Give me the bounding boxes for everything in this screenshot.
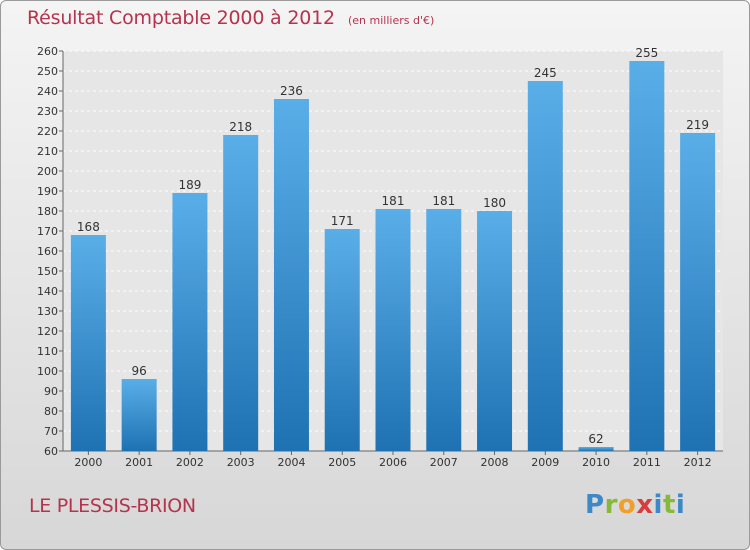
y-tick-label: 200	[37, 165, 58, 178]
chart-subtitle: (en milliers d'€)	[347, 14, 435, 27]
y-tick-label: 220	[37, 125, 58, 138]
y-tick-label: 110	[37, 345, 58, 358]
y-tick-label: 160	[37, 245, 58, 258]
x-tick-label: 2011	[633, 456, 661, 469]
bar	[121, 379, 157, 451]
y-tick-label: 80	[44, 405, 58, 418]
y-tick-label: 230	[37, 105, 58, 118]
bar	[70, 235, 106, 451]
x-tick-label: 2003	[227, 456, 255, 469]
data-label: 245	[534, 66, 557, 80]
x-tick-label: 2004	[277, 456, 305, 469]
bar	[527, 81, 563, 451]
y-tick-label: 90	[44, 385, 58, 398]
y-tick-label: 190	[37, 185, 58, 198]
y-tick-label: 120	[37, 325, 58, 338]
data-label: 96	[132, 364, 147, 378]
data-label: 255	[635, 46, 658, 60]
x-tick-label: 2012	[684, 456, 712, 469]
data-label: 189	[178, 178, 201, 192]
x-tick-label: 2009	[531, 456, 559, 469]
x-tick-label: 2008	[481, 456, 509, 469]
y-tick-label: 100	[37, 365, 58, 378]
proxiti-logo: Proxiti	[585, 490, 685, 520]
y-tick-label: 140	[37, 285, 58, 298]
bar	[477, 211, 513, 451]
x-tick-label: 2006	[379, 456, 407, 469]
logo-letter: r	[604, 490, 618, 520]
logo-letter: x	[636, 490, 654, 520]
logo-letter: t	[662, 490, 676, 520]
bar	[273, 99, 309, 451]
data-label: 171	[331, 214, 354, 228]
logo-letter: o	[617, 490, 637, 520]
logo-letter: i	[653, 490, 663, 520]
data-label: 181	[432, 194, 455, 208]
chart-title: Résultat Comptable 2000 à 2012	[27, 7, 335, 29]
bar	[375, 209, 411, 451]
data-label: 181	[382, 194, 405, 208]
bar	[578, 447, 614, 451]
chart-header: Résultat Comptable 2000 à 2012 (en milli…	[27, 7, 434, 29]
data-label: 62	[588, 432, 603, 446]
x-tick-label: 2007	[430, 456, 458, 469]
bar	[223, 135, 259, 451]
logo-letter: P	[585, 490, 605, 520]
y-tick-label: 260	[37, 45, 58, 58]
y-tick-label: 170	[37, 225, 58, 238]
data-label: 236	[280, 84, 303, 98]
y-tick-label: 210	[37, 145, 58, 158]
data-label: 219	[686, 118, 709, 132]
logo-letter: i	[675, 490, 686, 520]
y-tick-label: 70	[44, 425, 58, 438]
y-tick-label: 150	[37, 265, 58, 278]
y-tick-label: 180	[37, 205, 58, 218]
x-tick-label: 2005	[328, 456, 356, 469]
bar	[629, 61, 665, 451]
y-tick-label: 240	[37, 85, 58, 98]
x-tick-label: 2010	[582, 456, 610, 469]
y-tick-label: 60	[44, 445, 58, 458]
data-label: 168	[77, 220, 100, 234]
bar	[680, 133, 716, 451]
data-label: 180	[483, 196, 506, 210]
location-label: LE PLESSIS-BRION	[29, 495, 196, 517]
data-label: 218	[229, 120, 252, 134]
bar	[426, 209, 462, 451]
y-tick-label: 130	[37, 305, 58, 318]
x-tick-label: 2000	[74, 456, 102, 469]
bar	[324, 229, 360, 451]
x-tick-label: 2001	[125, 456, 153, 469]
y-tick-label: 250	[37, 65, 58, 78]
bar	[172, 193, 208, 451]
x-tick-label: 2002	[176, 456, 204, 469]
